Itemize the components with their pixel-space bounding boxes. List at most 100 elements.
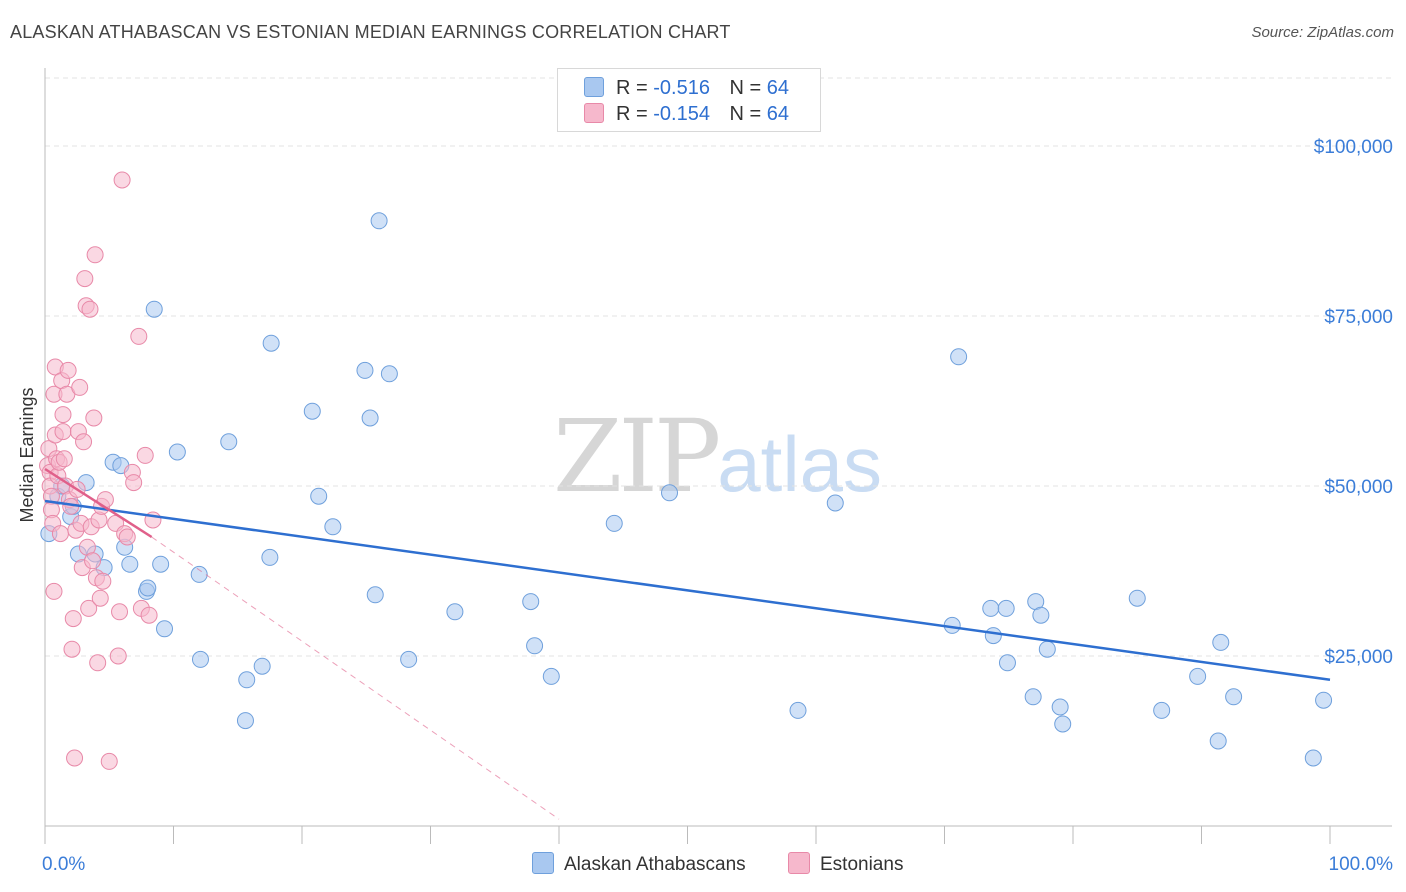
legend-r-label: R = <box>616 103 648 125</box>
estonian-point <box>63 640 81 658</box>
athabascan-point <box>152 555 170 573</box>
legend-r-value: -0.516 <box>653 77 710 99</box>
stats-legend: R = -0.516 N = 64 R = -0.154 N = 64 <box>557 68 821 132</box>
estonian-point <box>89 654 107 672</box>
y-tick-label: $50,000 <box>1324 477 1393 498</box>
estonian-trend-extension <box>151 536 560 820</box>
athabascan-point <box>1212 633 1230 651</box>
athabascan-point <box>366 586 384 604</box>
bottom-legend-swatch-athabascan <box>532 852 554 874</box>
estonian-point <box>75 433 93 451</box>
athabascan-point <box>1315 691 1333 709</box>
athabascan-point <box>1153 701 1171 719</box>
estonian-point <box>113 171 131 189</box>
athabascan-point <box>156 620 174 638</box>
athabascan-point <box>1209 732 1227 750</box>
athabascan-point <box>303 402 321 420</box>
athabascan-point <box>984 627 1002 645</box>
y-tick-label: $25,000 <box>1324 647 1393 668</box>
estonian-point <box>130 327 148 345</box>
estonian-point <box>84 552 102 570</box>
estonian-point <box>118 528 136 546</box>
athabascan-point <box>1189 667 1207 685</box>
series-alaskan-athabascans <box>40 212 1333 767</box>
estonian-point <box>140 606 158 624</box>
estonian-point <box>55 450 73 468</box>
estonian-point <box>100 752 118 770</box>
grid-lines <box>45 77 1392 657</box>
athabascan-point <box>982 599 1000 617</box>
estonian-trend-line <box>44 467 153 539</box>
athabascan-point <box>238 671 256 689</box>
legend-r-value: -0.154 <box>653 103 710 125</box>
athabascan-point <box>261 548 279 566</box>
watermark-atlas: atlas <box>717 420 883 508</box>
athabascan-point <box>370 212 388 230</box>
athabascan-point <box>1024 688 1042 706</box>
athabascan-point <box>605 514 623 532</box>
bottom-legend-swatch-estonian <box>788 852 810 874</box>
estonian-point <box>85 409 103 427</box>
athabascan-point <box>661 484 679 502</box>
legend-n-value: 64 <box>766 103 790 125</box>
athabascan-point <box>356 361 374 379</box>
athabascan-point <box>220 433 238 451</box>
bottom-legend-estonian: Estonians <box>788 852 903 876</box>
athabascan-point <box>997 599 1015 617</box>
athabascan-point <box>400 650 418 668</box>
athabascan-point <box>310 487 328 505</box>
legend-swatch-athabascan <box>584 77 604 97</box>
series-estonians <box>39 171 162 770</box>
athabascan-point <box>542 667 560 685</box>
bottom-legend-athabascan: Alaskan Athabascans <box>532 852 746 876</box>
athabascan-point <box>789 701 807 719</box>
athabascan-point <box>324 518 342 536</box>
athabascan-point <box>121 555 139 573</box>
athabascan-point <box>190 565 208 583</box>
estonian-point <box>109 647 127 665</box>
estonian-point <box>59 361 77 379</box>
athabascan-point <box>1054 715 1072 733</box>
y-tick-label: $75,000 <box>1324 307 1393 328</box>
athabascan-point <box>380 365 398 383</box>
athabascan-point <box>262 334 280 352</box>
athabascan-point <box>522 593 540 611</box>
athabascan-point <box>139 579 157 597</box>
athabascan-point <box>826 494 844 512</box>
athabascan-point <box>145 300 163 318</box>
athabascan-point <box>998 654 1016 672</box>
y-tick-label: $100,000 <box>1314 137 1393 158</box>
athabascan-point <box>526 637 544 655</box>
legend-row-athabascan: R = -0.516 N = 64 <box>584 77 789 101</box>
x-tick-label: 100.0% <box>1329 854 1394 875</box>
athabascan-point <box>191 650 209 668</box>
estonian-point <box>94 572 112 590</box>
athabascan-point <box>1225 688 1243 706</box>
estonian-point <box>86 246 104 264</box>
estonian-point <box>51 525 69 543</box>
legend-n-value: 64 <box>766 77 790 99</box>
watermark-zip: ZIP <box>553 398 721 515</box>
estonian-point <box>66 749 84 767</box>
estonian-point <box>64 610 82 628</box>
x-tick-label: 0.0% <box>42 854 85 875</box>
estonian-point <box>111 603 129 621</box>
bottom-legend-label: Estonians <box>820 854 904 875</box>
legend-r-label: R = <box>616 77 648 99</box>
legend-n-label: N = <box>729 103 762 125</box>
athabascan-point <box>1038 640 1056 658</box>
athabascan-point <box>168 443 186 461</box>
athabascan-trend-line <box>44 499 1331 682</box>
legend-n-label: N = <box>729 77 762 99</box>
estonian-point <box>54 423 72 441</box>
legend-swatch-estonian <box>584 103 604 123</box>
estonian-point <box>45 582 63 600</box>
estonian-point <box>76 270 94 288</box>
athabascan-point <box>950 348 968 366</box>
estonian-point <box>71 378 89 396</box>
estonian-point <box>80 599 98 617</box>
zipatlas-watermark: ZIPatlas <box>553 398 882 515</box>
y-axis-label: Median Earnings <box>17 387 37 522</box>
estonian-point <box>91 589 109 607</box>
athabascan-point <box>236 712 254 730</box>
